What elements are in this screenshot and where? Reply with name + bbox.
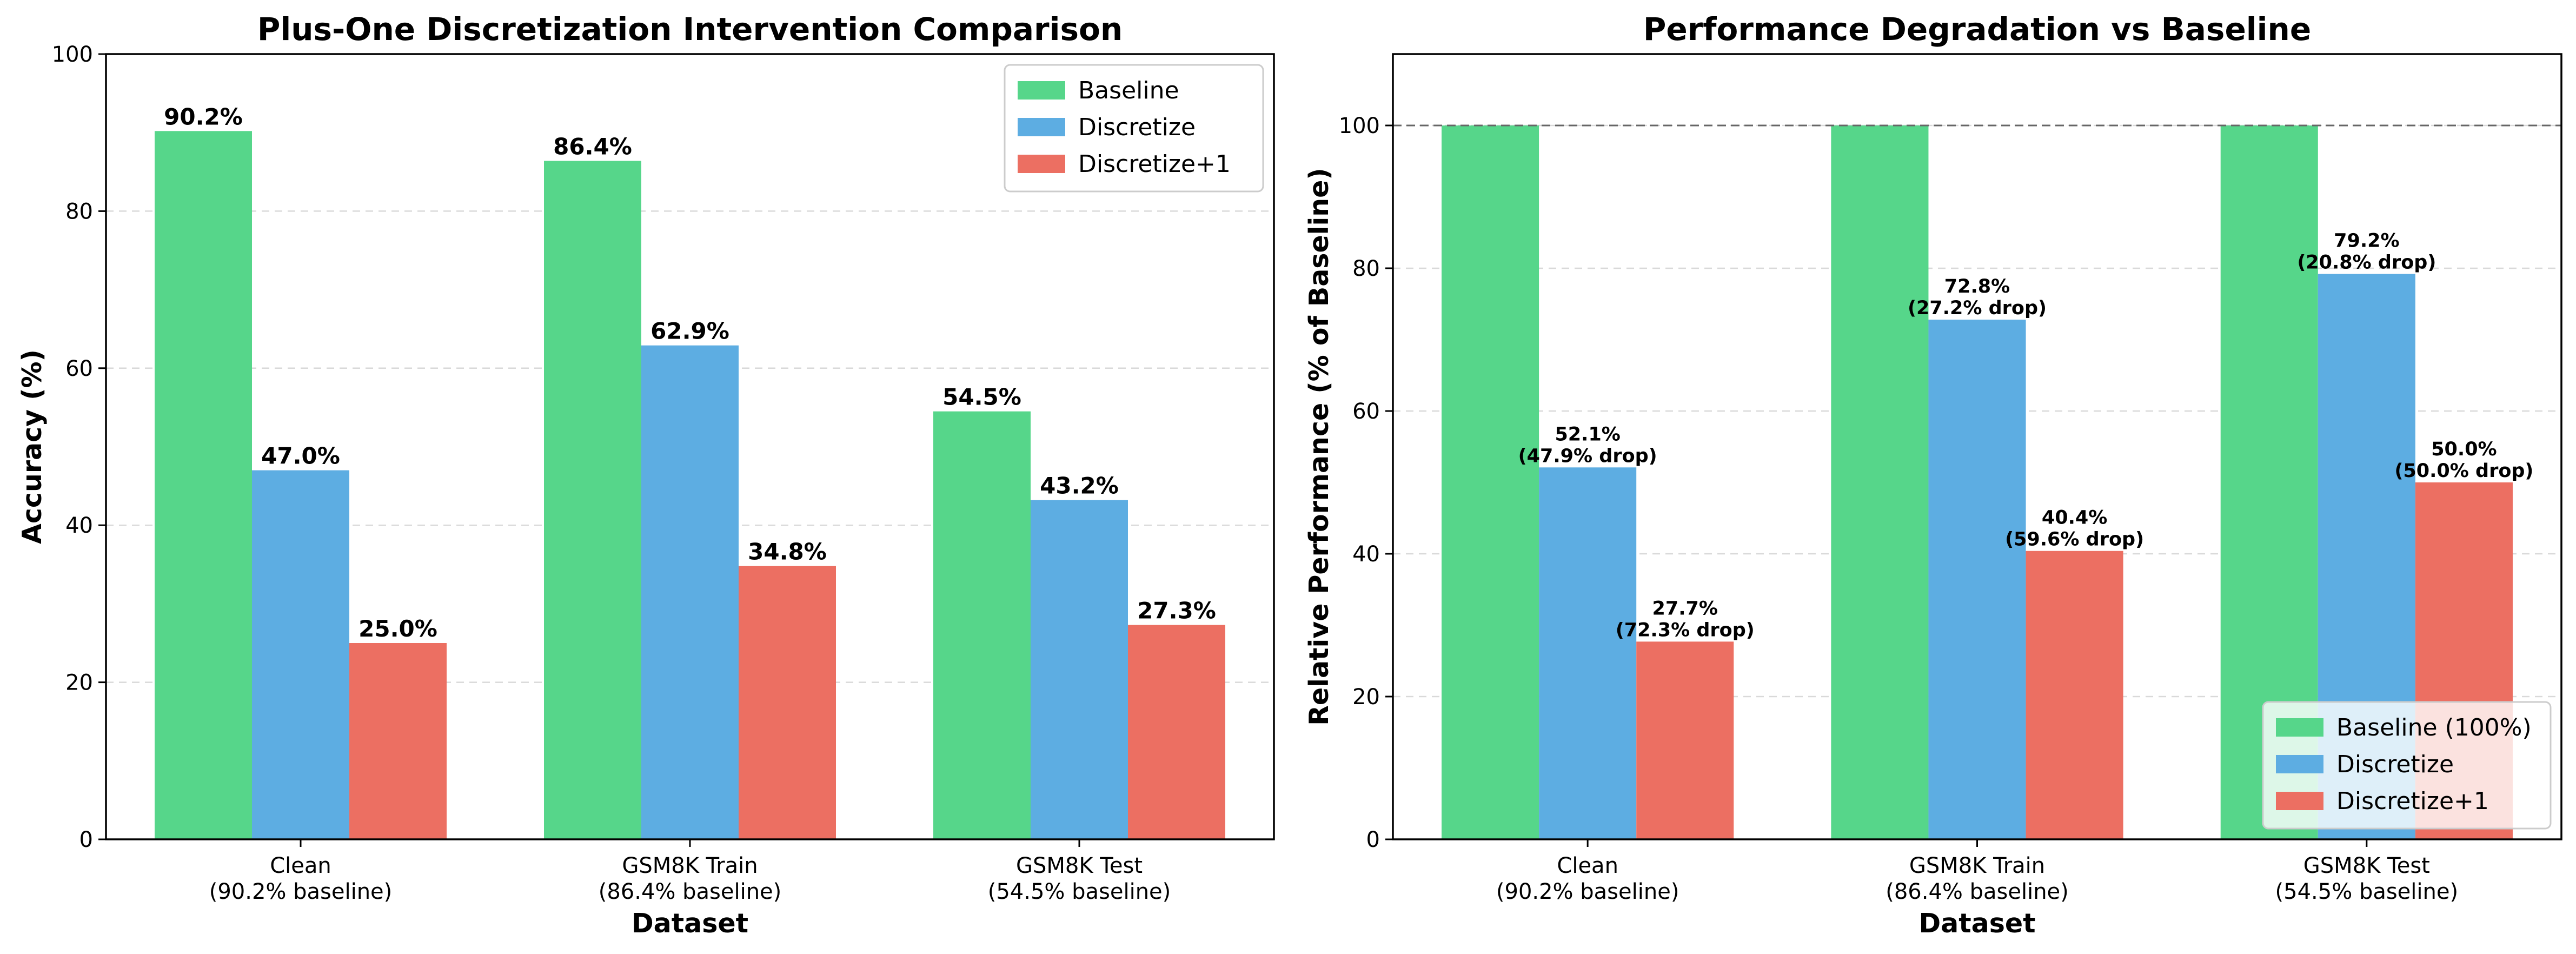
chart-accuracy-comparison: 90.2% 86.4% 54.5% 47.0% 62.9% 43.2% 25.0% 34.8%… <box>17 11 1275 939</box>
bar-baseline-1 <box>544 161 641 840</box>
data-label: 62.9% <box>650 318 729 345</box>
data-label: 79.2% <box>2334 230 2399 252</box>
data-label: (27.2% drop) <box>1908 297 2047 319</box>
y-tick-label: 0 <box>1366 827 1380 852</box>
data-label: 90.2% <box>164 103 243 130</box>
bar-discretize-1-2 <box>1128 625 1225 839</box>
x-tick-label: (90.2% baseline) <box>1496 879 1679 904</box>
bar-discretize-1-0 <box>349 643 447 839</box>
x-tick-label: (54.5% baseline) <box>2275 879 2459 904</box>
data-label: 72.8% <box>1944 276 2010 297</box>
y-tick-label: 60 <box>65 356 93 381</box>
x-tick-label: GSM8K Test <box>2303 853 2430 878</box>
legend-entry-discretize: Discretize <box>1078 114 1196 141</box>
bar-discretize-1-1 <box>739 566 836 839</box>
x-tick-label: Clean <box>270 853 331 878</box>
data-label: 86.4% <box>553 133 632 160</box>
data-label: (47.9% drop) <box>1518 445 1657 467</box>
legend-swatch-discretize <box>1018 118 1065 136</box>
data-label: (20.8% drop) <box>2297 252 2436 274</box>
y-tick-label: 20 <box>65 671 93 695</box>
bar-discretize-2 <box>1031 500 1128 839</box>
x-axis-label: Dataset <box>1918 908 2035 939</box>
data-label: 27.7% <box>1652 598 1718 619</box>
x-tick-label: GSM8K Train <box>622 853 758 878</box>
data-label: 47.0% <box>261 443 340 469</box>
x-tick-label: (86.4% baseline) <box>1885 879 2069 904</box>
legend-box <box>2262 701 2552 830</box>
bar-discretize-1 <box>641 345 739 839</box>
y-tick-label: 40 <box>1352 542 1380 567</box>
y-tick-label: 40 <box>65 513 93 538</box>
x-axis-label: Dataset <box>632 908 748 939</box>
legend-swatch-discretize-1 <box>2276 792 2323 810</box>
legend-entry-baseline-100: Baseline (100%) <box>2336 714 2532 741</box>
x-tick-label: GSM8K Test <box>1016 853 1143 878</box>
legend-swatch-discretize <box>2276 755 2323 773</box>
bar-baseline-100-0 <box>1442 125 1539 839</box>
data-label: 27.3% <box>1137 598 1216 624</box>
legend-swatch-baseline <box>1018 81 1065 100</box>
y-tick-label: 100 <box>1339 114 1380 138</box>
data-label: 50.0% <box>2431 439 2497 460</box>
y-tick-label: 0 <box>79 827 93 852</box>
legend-entry-discretize-1: Discretize+1 <box>1078 150 1231 178</box>
data-label: 43.2% <box>1040 473 1119 499</box>
legend-swatch-baseline-100 <box>2276 718 2323 737</box>
x-tick-label: (90.2% baseline) <box>209 879 393 904</box>
x-tick-label: Clean <box>1557 853 1618 878</box>
legend-entry-discretize-1: Discretize+1 <box>2336 787 2489 815</box>
bar-discretize-0 <box>252 470 349 839</box>
data-label: (59.6% drop) <box>2005 529 2144 551</box>
legend-entry-discretize: Discretize <box>2336 751 2454 778</box>
y-tick-label: 60 <box>1352 399 1380 424</box>
data-label: 52.1% <box>1555 423 1620 445</box>
y-tick-label: 80 <box>1352 256 1380 281</box>
data-label: 34.8% <box>748 539 827 565</box>
data-label: 54.5% <box>942 384 1021 410</box>
bar-discretize-1 <box>1928 320 2026 839</box>
legend: Baseline Discretize Discretize+1 <box>1004 64 1264 193</box>
y-tick-label: 100 <box>52 42 93 67</box>
data-label: 25.0% <box>358 615 437 642</box>
y-axis-label: Accuracy (%) <box>17 349 48 544</box>
x-tick-label: GSM8K Train <box>1909 853 2045 878</box>
legend: Baseline (100%) Discretize Discretize+1 <box>2262 701 2552 830</box>
legend-box <box>1004 64 1264 193</box>
bar-baseline-100-1 <box>1831 125 1929 839</box>
y-axis-label: Relative Performance (% of Baseline) <box>1304 168 1335 726</box>
chart-performance-degradation: 52.1%(47.9% drop)72.8%(27.2% drop)79.2%(… <box>1304 11 2562 939</box>
bar-discretize-0 <box>1539 467 1637 839</box>
data-label: 40.4% <box>2042 507 2107 529</box>
x-tick-label: (54.5% baseline) <box>988 879 1171 904</box>
chart-title: Performance Degradation vs Baseline <box>1643 11 2311 48</box>
legend-swatch-discretize-1 <box>1018 155 1065 173</box>
legend-entry-baseline: Baseline <box>1078 77 1179 104</box>
y-tick-label: 80 <box>65 199 93 224</box>
chart-title: Plus-One Discretization Intervention Com… <box>257 11 1123 48</box>
bar-discretize-1-1 <box>2026 551 2123 839</box>
data-label: (72.3% drop) <box>1616 619 1755 641</box>
bar-baseline-2 <box>933 411 1031 839</box>
x-tick-label: (86.4% baseline) <box>599 879 782 904</box>
data-label: (50.0% drop) <box>2394 460 2533 482</box>
bar-baseline-0 <box>155 131 252 839</box>
y-tick-label: 20 <box>1352 685 1380 710</box>
bar-discretize-1-0 <box>1636 641 1734 839</box>
